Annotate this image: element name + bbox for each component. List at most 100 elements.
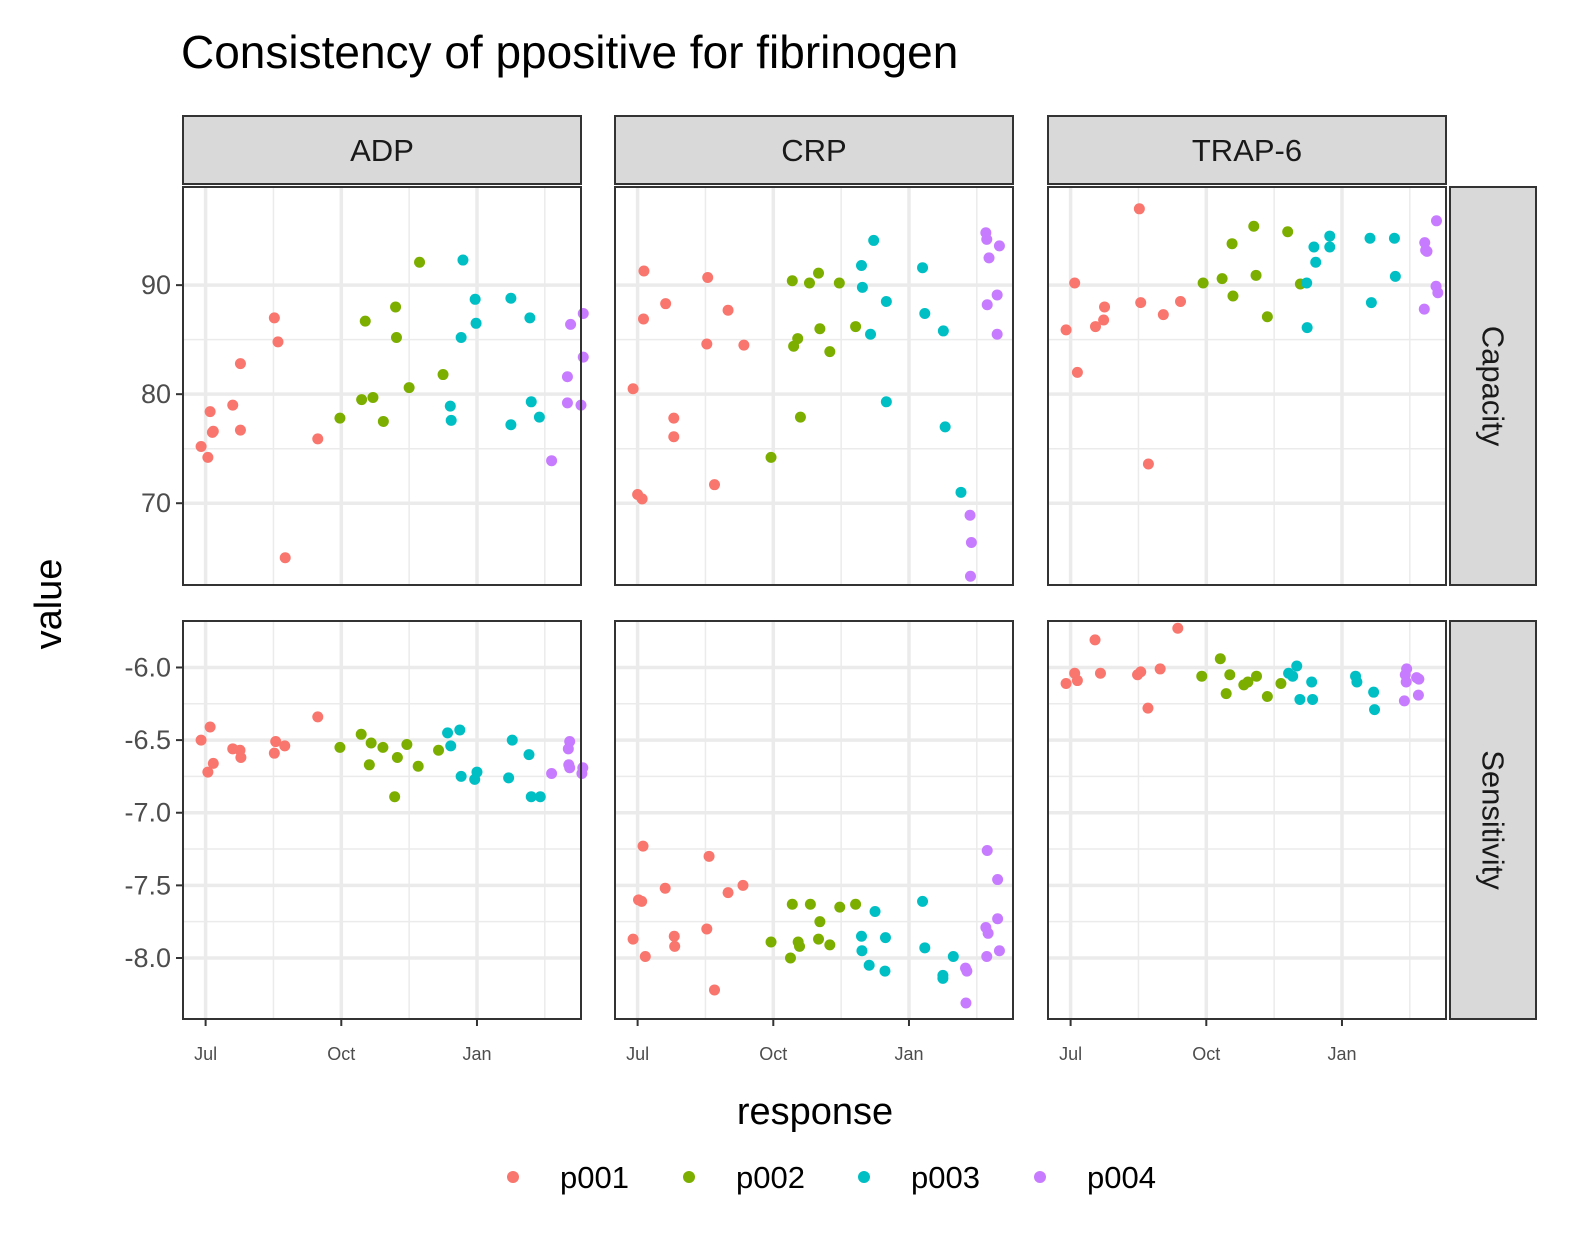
y-tick-label: 90 bbox=[141, 270, 171, 300]
data-point-p004 bbox=[577, 351, 589, 363]
data-point-p004 bbox=[991, 289, 1003, 301]
data-point-p004 bbox=[561, 371, 573, 383]
data-point-p001 bbox=[1060, 677, 1072, 689]
data-point-p001 bbox=[703, 850, 715, 862]
data-point-p003 bbox=[442, 727, 454, 739]
data-point-p003 bbox=[869, 906, 881, 918]
data-point-p002 bbox=[813, 267, 825, 279]
data-point-p001 bbox=[1157, 309, 1169, 321]
data-point-p002 bbox=[377, 415, 389, 427]
data-point-p003 bbox=[1364, 232, 1376, 244]
legend: p001 p002 p003 p004 bbox=[507, 1160, 1156, 1195]
x-tick-label: Jan bbox=[462, 1044, 491, 1064]
data-point-p002 bbox=[824, 939, 836, 951]
data-point-p001 bbox=[1175, 295, 1187, 307]
data-point-p003 bbox=[525, 791, 537, 803]
data-point-p002 bbox=[765, 936, 777, 948]
data-point-p002 bbox=[1242, 676, 1254, 688]
data-point-p004 bbox=[964, 509, 976, 521]
data-point-p001 bbox=[195, 734, 207, 746]
data-point-p002 bbox=[765, 451, 777, 463]
data-point-p003 bbox=[1369, 704, 1381, 716]
data-point-p002 bbox=[784, 952, 796, 964]
data-point-p004 bbox=[993, 945, 1005, 957]
data-point-p001 bbox=[1069, 277, 1081, 289]
data-point-p001 bbox=[637, 313, 649, 325]
facet-strip-label: CRP bbox=[781, 133, 846, 168]
data-point-p001 bbox=[1135, 297, 1147, 309]
y-tick-label: -6.0 bbox=[124, 652, 171, 682]
panel-capacity-crp bbox=[614, 186, 1014, 586]
facet-panels: ADP CRP TRAP-6 Capacity Sensitivity 70 80 90 -8.… bbox=[124, 115, 1537, 1064]
data-point-p001 bbox=[638, 265, 650, 277]
data-point-p004 bbox=[1412, 689, 1424, 701]
facet-strip-label: Sensitivity bbox=[1476, 750, 1511, 890]
data-point-p001 bbox=[235, 752, 247, 764]
data-point-p002 bbox=[363, 759, 375, 771]
data-point-p001 bbox=[1071, 675, 1083, 687]
data-point-p002 bbox=[412, 760, 424, 772]
data-point-p001 bbox=[1071, 366, 1083, 378]
data-point-p004 bbox=[992, 874, 1004, 886]
x-tick-label: Oct bbox=[327, 1044, 355, 1064]
data-point-p001 bbox=[737, 879, 749, 891]
data-point-p004 bbox=[1418, 303, 1430, 315]
data-point-p001 bbox=[1094, 667, 1106, 679]
data-point-p001 bbox=[722, 304, 734, 316]
data-point-p002 bbox=[1196, 670, 1208, 682]
panel-capacity-trap-6 bbox=[1047, 186, 1447, 586]
data-point-p003 bbox=[523, 749, 535, 761]
data-point-p001 bbox=[627, 383, 639, 395]
data-point-p003 bbox=[855, 260, 867, 272]
data-point-p001 bbox=[227, 399, 239, 411]
data-point-p001 bbox=[268, 747, 280, 759]
data-point-p004 bbox=[983, 252, 995, 264]
data-point-p003 bbox=[524, 312, 536, 324]
x-tick-label: Oct bbox=[759, 1044, 787, 1064]
data-point-p002 bbox=[1250, 269, 1262, 281]
data-point-p003 bbox=[856, 945, 868, 957]
data-point-p004 bbox=[577, 307, 589, 319]
data-point-p003 bbox=[457, 254, 469, 266]
data-point-p004 bbox=[981, 845, 993, 857]
data-point-p001 bbox=[1060, 324, 1072, 336]
data-point-p003 bbox=[455, 770, 467, 782]
data-point-p003 bbox=[868, 234, 880, 246]
data-point-p001 bbox=[270, 736, 282, 748]
data-point-p001 bbox=[637, 840, 649, 852]
data-point-p001 bbox=[202, 766, 214, 778]
data-point-p001 bbox=[668, 930, 680, 942]
data-point-p003 bbox=[879, 965, 891, 977]
y-tick-label: 80 bbox=[141, 379, 171, 409]
data-point-p001 bbox=[234, 424, 246, 436]
data-point-p002 bbox=[359, 315, 371, 327]
data-point-p004 bbox=[546, 768, 558, 780]
x-tick-label: Jan bbox=[894, 1044, 923, 1064]
data-point-p001 bbox=[701, 923, 713, 935]
data-point-p003 bbox=[880, 295, 892, 307]
data-point-p001 bbox=[272, 336, 284, 348]
data-point-p003 bbox=[1301, 322, 1313, 334]
data-point-p001 bbox=[195, 441, 207, 453]
legend-label: p002 bbox=[736, 1160, 805, 1195]
legend-item-p003: p003 bbox=[858, 1160, 980, 1195]
data-point-p004 bbox=[1401, 663, 1413, 675]
legend-key-p002 bbox=[683, 1171, 695, 1183]
y-tick-label: -8.0 bbox=[124, 943, 171, 973]
data-point-p004 bbox=[982, 927, 994, 939]
chart-title: Consistency of ppositive for fibrinogen bbox=[181, 26, 958, 78]
data-point-p001 bbox=[312, 433, 324, 445]
data-point-p002 bbox=[389, 791, 401, 803]
data-point-p004 bbox=[1431, 215, 1443, 227]
data-point-p004 bbox=[1413, 673, 1425, 685]
data-point-p003 bbox=[444, 400, 456, 412]
data-point-p003 bbox=[917, 895, 929, 907]
data-point-p004 bbox=[561, 397, 573, 409]
data-point-p003 bbox=[469, 293, 481, 305]
data-point-p003 bbox=[939, 421, 951, 433]
data-point-p001 bbox=[669, 940, 681, 952]
data-point-p002 bbox=[834, 901, 846, 913]
legend-key-p004 bbox=[1034, 1171, 1046, 1183]
data-point-p003 bbox=[471, 766, 483, 778]
panel-sensitivity-trap-6 bbox=[1047, 620, 1447, 1020]
